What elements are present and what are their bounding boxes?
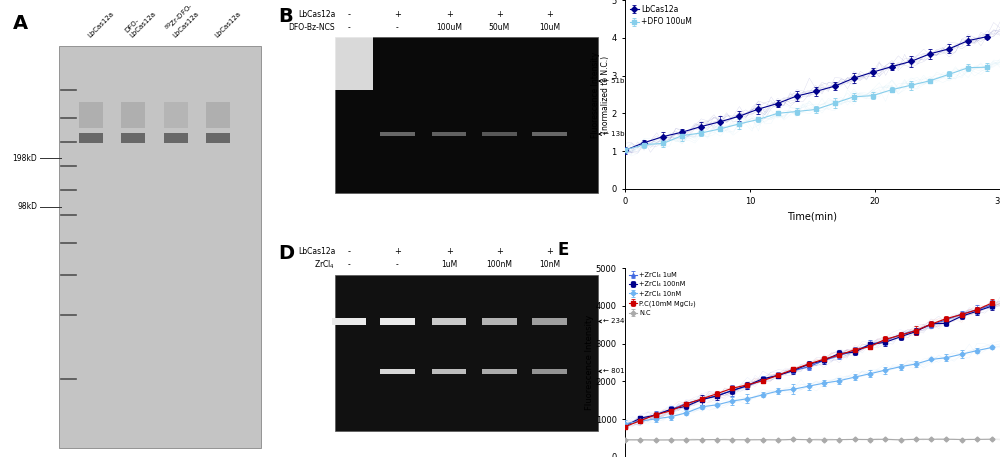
Text: 198kD: 198kD	[13, 154, 37, 163]
Text: +: +	[546, 10, 553, 19]
Bar	[121, 133, 145, 143]
Text: -: -	[348, 247, 351, 256]
Bar	[79, 133, 103, 143]
Text: 100uM: 100uM	[436, 23, 462, 32]
Text: +: +	[446, 10, 453, 19]
Text: E: E	[558, 241, 569, 259]
Bar	[432, 132, 466, 137]
Bar	[380, 319, 415, 324]
Y-axis label: Fluorescence Intensity: Fluorescence Intensity	[585, 315, 594, 410]
Text: +: +	[394, 10, 401, 19]
Bar	[482, 369, 517, 374]
Bar	[206, 102, 230, 128]
Text: DFO-Bz-NCS: DFO-Bz-NCS	[289, 23, 335, 32]
Text: ← 2340bp: ← 2340bp	[599, 319, 638, 324]
Bar	[79, 102, 103, 128]
Text: ZrCl$_4$: ZrCl$_4$	[314, 259, 335, 271]
Text: 100nM: 100nM	[486, 260, 512, 269]
Y-axis label: Fluorescence Intensity
(normalized to N.C.): Fluorescence Intensity (normalized to N.…	[591, 51, 610, 138]
X-axis label: Time(min): Time(min)	[788, 212, 838, 222]
Text: DFO-
LbCas12a: DFO- LbCas12a	[124, 5, 157, 39]
Text: 1uM: 1uM	[441, 260, 457, 269]
Text: +: +	[446, 247, 453, 256]
Text: -: -	[348, 260, 350, 269]
Legend: +ZrCl₄ 1uM, +ZrCl₄ 100nM, +ZrCl₄ 10nM, P.C(10mM MgCl₂), N.C: +ZrCl₄ 1uM, +ZrCl₄ 100nM, +ZrCl₄ 10nM, P…	[628, 271, 696, 317]
Text: B: B	[278, 6, 293, 26]
Text: ← 801bp: ← 801bp	[599, 368, 633, 374]
Text: 98kD: 98kD	[17, 202, 37, 211]
Text: +: +	[394, 247, 401, 256]
Bar	[482, 319, 517, 324]
Text: -: -	[396, 23, 399, 32]
Bar	[380, 369, 415, 374]
Text: ← 51bp: ← 51bp	[599, 78, 629, 84]
Text: 50uM: 50uM	[489, 23, 510, 32]
Text: A: A	[13, 14, 28, 33]
Text: 10nM: 10nM	[539, 260, 560, 269]
Bar	[482, 132, 517, 137]
Bar	[335, 275, 598, 430]
Text: D: D	[278, 244, 294, 263]
Bar	[206, 133, 230, 143]
Legend: LbCas12a, +DFO 100uM: LbCas12a, +DFO 100uM	[629, 4, 693, 27]
Bar	[532, 132, 567, 137]
Bar	[59, 46, 261, 448]
Text: -: -	[348, 23, 350, 32]
Text: +: +	[496, 10, 503, 19]
Bar	[532, 319, 567, 324]
Text: LbCas12a: LbCas12a	[298, 247, 335, 256]
Bar	[432, 319, 466, 324]
Bar	[332, 319, 366, 324]
Text: LbCas12a: LbCas12a	[298, 10, 335, 19]
Text: LbCas12a: LbCas12a	[214, 11, 243, 39]
Bar	[532, 369, 567, 374]
Bar	[164, 133, 188, 143]
Text: 10uM: 10uM	[539, 23, 560, 32]
Text: $^{89}$Zr-DFO-
LbCas12a: $^{89}$Zr-DFO- LbCas12a	[163, 0, 201, 39]
Bar	[432, 369, 466, 374]
Text: LbCas12a: LbCas12a	[86, 11, 115, 39]
Bar	[335, 37, 598, 193]
Bar	[380, 132, 415, 137]
Text: -: -	[396, 260, 399, 269]
Bar	[121, 102, 145, 128]
Text: ← 13bp: ← 13bp	[599, 131, 629, 137]
Text: +: +	[546, 247, 553, 256]
Bar	[325, 37, 373, 90]
Text: -: -	[348, 10, 351, 19]
Bar	[164, 102, 188, 128]
Text: +: +	[496, 247, 503, 256]
